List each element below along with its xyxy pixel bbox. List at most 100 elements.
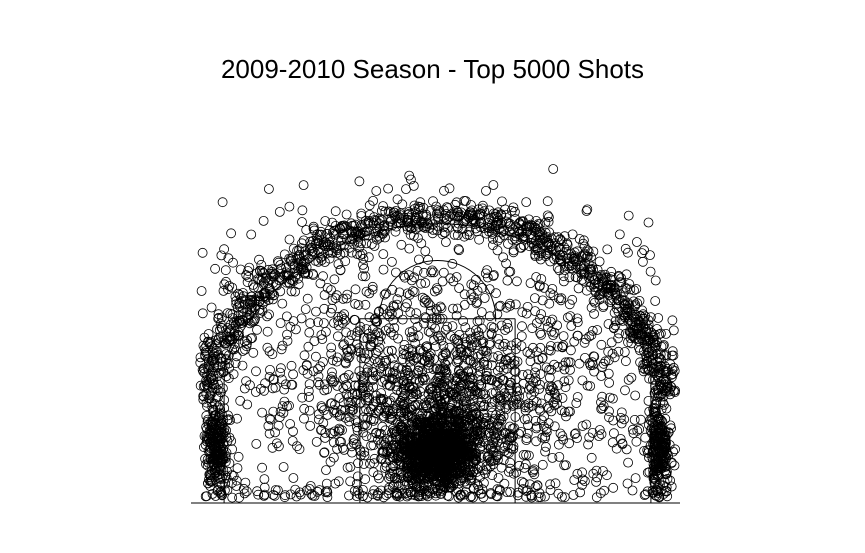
shot-point [643, 332, 654, 342]
shot-point [203, 329, 214, 339]
shot-point [451, 418, 462, 429]
shot-point [315, 278, 326, 289]
shot-point [275, 406, 286, 417]
shot-point [512, 490, 523, 501]
shot-point [278, 462, 289, 472]
shot-point [518, 449, 529, 460]
shot-point [637, 305, 648, 316]
shot-point [572, 392, 583, 402]
shot-point [248, 279, 259, 290]
shot-point [459, 231, 470, 242]
shot-point [380, 206, 391, 217]
shot-point [481, 367, 492, 378]
shot-point [645, 266, 656, 277]
shot-point [326, 348, 337, 359]
shot-point [656, 463, 666, 474]
shot-point [594, 425, 605, 435]
shot-point [268, 489, 279, 500]
shot-point [510, 366, 521, 377]
shot-point [467, 366, 477, 377]
shot-point [479, 359, 490, 370]
shot-point [334, 393, 345, 403]
shot-point [574, 234, 585, 244]
shot-point [471, 298, 482, 309]
shot-point [660, 432, 670, 443]
shot-point [328, 437, 339, 448]
shot-point [497, 196, 507, 207]
shot-point [650, 275, 661, 286]
shot-point [644, 406, 655, 417]
shot-point [613, 270, 624, 281]
shot-point [554, 451, 565, 462]
shot-point [607, 348, 618, 359]
shot-point [290, 286, 301, 297]
shot-point [386, 428, 397, 438]
shot-point [429, 430, 440, 441]
shot-point [609, 283, 619, 294]
shot-point [385, 207, 396, 218]
shot-point [361, 324, 372, 335]
shot-point [371, 215, 382, 226]
shot-point [637, 248, 647, 259]
shot-point [357, 271, 368, 282]
shot-point [449, 229, 460, 240]
shot-point [201, 431, 212, 442]
shot-point [614, 328, 624, 339]
shot-point [655, 396, 666, 407]
shot-point [198, 340, 209, 351]
shot-point [598, 401, 609, 412]
shot-point [567, 229, 578, 240]
shot-point [212, 402, 223, 413]
shot-point [454, 283, 465, 294]
shot-point [423, 254, 434, 265]
shot-point [482, 272, 493, 283]
shot-point [359, 263, 370, 274]
shot-point [254, 296, 265, 307]
shot-point [204, 474, 214, 485]
shot-point [404, 383, 415, 394]
shot-point [462, 428, 473, 439]
shot-point [454, 418, 465, 429]
shot-point [472, 426, 483, 437]
shot-point [217, 490, 228, 501]
shot-point [377, 447, 388, 458]
shot-point [355, 446, 366, 457]
shot-point [362, 392, 373, 403]
shot-point [301, 262, 312, 273]
shot-point [216, 465, 227, 476]
shot-point [202, 432, 212, 443]
shot-point [201, 379, 212, 390]
shot-point [362, 367, 373, 378]
shot-point [517, 307, 528, 318]
shot-point [609, 323, 619, 334]
shot-point [259, 482, 270, 493]
shot-point [536, 248, 547, 259]
shot-point [429, 398, 440, 409]
shot-point [556, 256, 567, 267]
shot-point [367, 281, 378, 292]
shot-point [416, 417, 427, 428]
shot-point [260, 378, 271, 389]
shot-point [588, 264, 598, 275]
shot-point [424, 445, 435, 456]
shot-point [367, 284, 378, 295]
shot-point [661, 486, 672, 497]
shot-point [313, 377, 323, 388]
shot-point [459, 289, 470, 300]
shot-point [197, 247, 208, 258]
shot-point [390, 226, 401, 237]
shot-point [537, 459, 548, 470]
shot-point [653, 420, 663, 430]
shot-point [532, 480, 543, 491]
shot-point [396, 421, 407, 431]
shot-point [437, 313, 448, 324]
shot-point [207, 488, 218, 499]
shot-point [442, 408, 453, 419]
shot-point [493, 334, 504, 344]
shot-point [197, 364, 208, 375]
shot-point [572, 468, 583, 479]
shot-point [652, 372, 663, 382]
shot-point [603, 355, 614, 366]
shot-point [313, 364, 323, 375]
shot-point [586, 452, 597, 463]
